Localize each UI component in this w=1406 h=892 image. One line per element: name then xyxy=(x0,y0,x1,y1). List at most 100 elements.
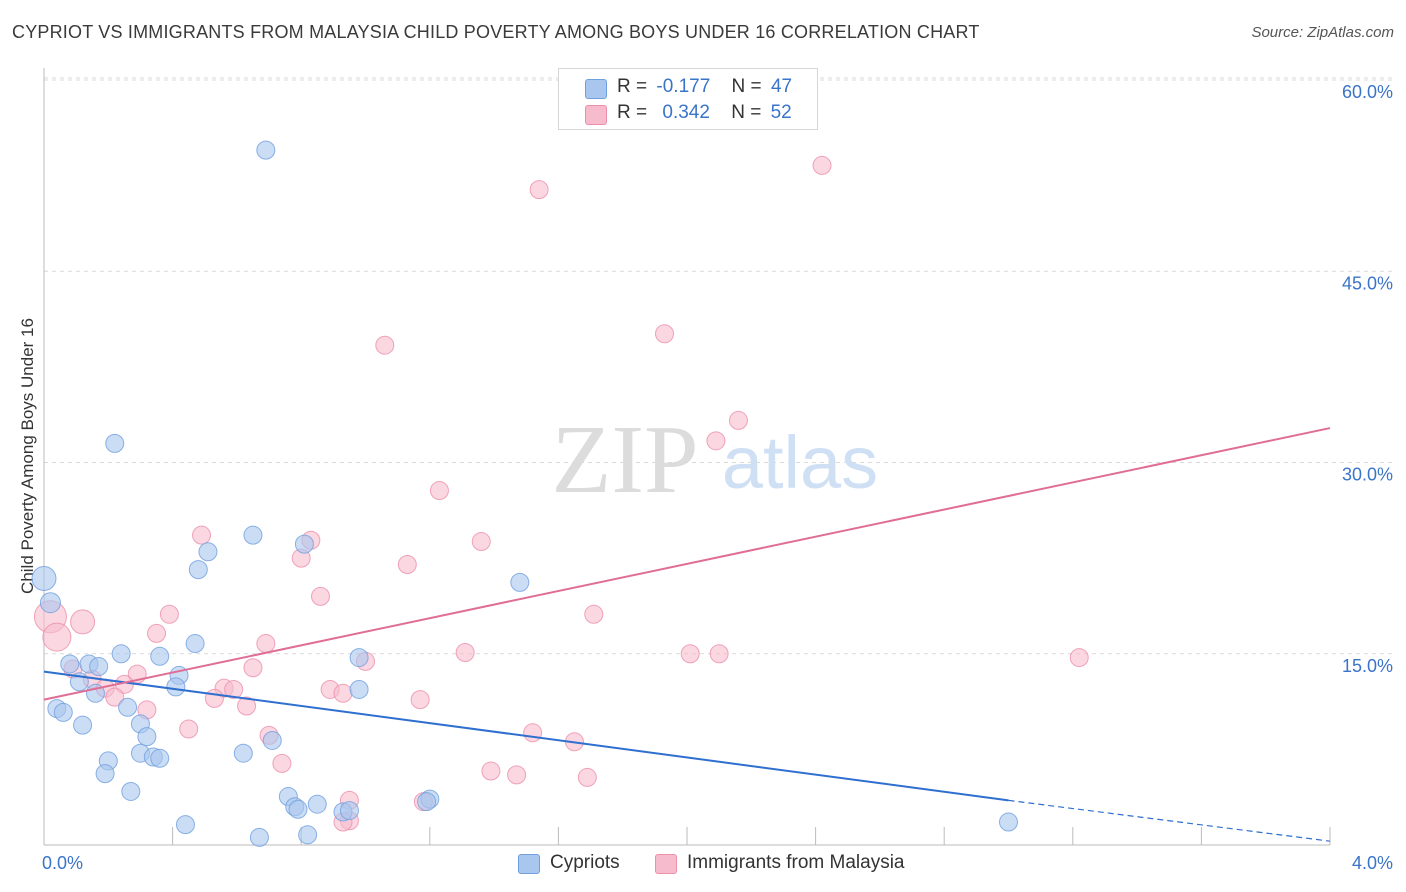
malaysia-point xyxy=(272,753,292,773)
cypriot-point xyxy=(73,715,93,735)
correlation-legend: R = -0.177 N = 47 R = 0.342 N = 52 xyxy=(558,68,818,130)
cypriot-trend-line xyxy=(43,670,1009,802)
gridlines xyxy=(44,77,1393,655)
cypriot-point xyxy=(288,799,308,819)
trend-lines xyxy=(43,427,1331,842)
malaysia-point xyxy=(529,180,549,200)
malaysia-point xyxy=(455,642,475,662)
legend-swatch-blue xyxy=(585,79,607,99)
cypriot-point xyxy=(137,727,157,747)
malaysia-point xyxy=(42,622,72,652)
cypriot-point xyxy=(111,644,131,664)
malaysia-point xyxy=(159,604,179,624)
cypriot-point xyxy=(198,542,218,562)
watermark-zip: ZIP xyxy=(552,406,699,514)
x-tick-label-min: 0.0% xyxy=(42,853,83,873)
malaysia-point xyxy=(706,431,726,451)
cypriot-point xyxy=(53,702,73,722)
malaysia-point xyxy=(375,335,395,355)
cypriot-point xyxy=(121,781,141,801)
malaysia-point xyxy=(192,525,212,545)
malaysia-point xyxy=(507,765,527,785)
y-tick-label: 45.0% xyxy=(1342,273,1393,293)
cypriot-point xyxy=(31,566,57,592)
cypriot-point xyxy=(89,657,109,676)
legend-n-value: 52 xyxy=(770,102,792,123)
cypriot-point xyxy=(417,792,437,812)
source-credit: Source: ZipAtlas.com xyxy=(1251,24,1394,41)
bottom-legend-label: Immigrants from Malaysia xyxy=(687,852,905,873)
malaysia-point xyxy=(70,609,96,635)
legend-n-label: N = xyxy=(731,76,762,97)
y-tick-label: 15.0% xyxy=(1342,656,1393,676)
malaysia-point xyxy=(429,481,449,501)
legend-swatch-pink xyxy=(585,105,607,125)
malaysia-trend-line xyxy=(43,427,1331,701)
watermark: ZIP atlas xyxy=(552,406,879,514)
cypriot-point xyxy=(249,827,269,847)
bottom-swatch-pink xyxy=(655,854,677,874)
cypriot-point xyxy=(256,140,276,160)
cypriot-point xyxy=(150,646,170,666)
cypriot-point xyxy=(243,525,263,545)
legend-r-label: R = xyxy=(617,102,648,123)
cypriot-point xyxy=(294,534,314,554)
malaysia-point xyxy=(224,679,244,699)
malaysia-point xyxy=(654,324,674,344)
cypriot-point xyxy=(233,743,253,763)
cypriot-point xyxy=(185,634,205,654)
malaysia-point xyxy=(333,683,353,703)
cypriot-point xyxy=(60,654,80,674)
malaysia-point xyxy=(1069,648,1089,668)
cypriot-point xyxy=(307,794,327,814)
malaysia-point xyxy=(256,634,276,654)
cypriot-point xyxy=(95,764,115,784)
malaysia-point xyxy=(147,623,167,643)
malaysia-point xyxy=(105,687,125,707)
cypriot-point xyxy=(118,697,138,717)
cypriot-point xyxy=(175,815,195,835)
malaysia-point xyxy=(728,410,748,430)
cypriot-point xyxy=(349,679,369,699)
data-points xyxy=(31,140,1089,847)
watermark-atlas: atlas xyxy=(722,421,878,504)
legend-n-label: N = xyxy=(731,102,762,123)
x-tick-label-max: 4.0% xyxy=(1352,853,1393,873)
chart-title: CYPRIOT VS IMMIGRANTS FROM MALAYSIA CHIL… xyxy=(12,22,980,42)
malaysia-point xyxy=(812,155,832,175)
malaysia-point xyxy=(397,555,417,574)
cypriot-point xyxy=(166,677,186,697)
malaysia-point xyxy=(481,761,501,781)
cypriot-point xyxy=(349,648,369,668)
malaysia-point xyxy=(310,586,330,606)
malaysia-point xyxy=(523,723,543,743)
bottom-swatch-blue xyxy=(518,854,540,874)
malaysia-point xyxy=(410,690,430,710)
malaysia-point xyxy=(471,532,491,552)
malaysia-point xyxy=(237,696,257,716)
tick-labels: 15.0% 30.0% 45.0% 60.0% 0.0% 4.0% xyxy=(42,82,1393,873)
cypriot-point xyxy=(150,748,170,768)
cypriot-point xyxy=(999,812,1018,832)
y-tick-label: 30.0% xyxy=(1342,465,1393,485)
cypriot-point xyxy=(188,560,208,580)
malaysia-point xyxy=(577,767,597,787)
legend-r-value: -0.177 xyxy=(656,76,711,97)
malaysia-point xyxy=(709,644,729,664)
cypriot-point xyxy=(39,592,61,614)
y-tick-label: 60.0% xyxy=(1342,82,1393,102)
cypriot-trend-extension xyxy=(1008,799,1331,842)
cypriot-point xyxy=(298,825,318,845)
legend-r-value: 0.342 xyxy=(662,102,710,123)
legend-n-value: 47 xyxy=(770,76,793,97)
malaysia-point xyxy=(243,658,263,678)
bottom-legend-label: Cypriots xyxy=(550,852,620,873)
malaysia-point xyxy=(584,604,604,624)
cypriot-point xyxy=(105,433,125,453)
legend-r-label: R = xyxy=(617,76,648,97)
malaysia-point xyxy=(179,719,199,739)
cypriot-point xyxy=(510,572,530,592)
cypriot-point xyxy=(262,730,282,750)
cypriot-point xyxy=(339,801,359,821)
malaysia-point xyxy=(680,644,700,664)
